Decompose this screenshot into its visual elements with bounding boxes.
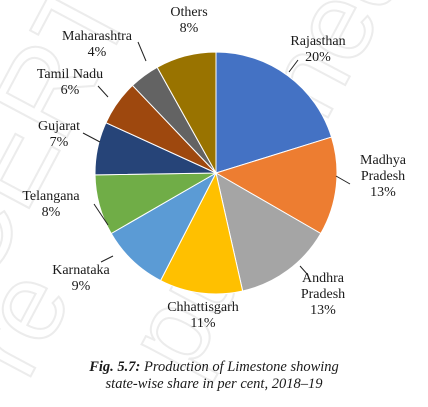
slice-name-telangana: Telangana — [22, 189, 80, 204]
slice-label-chhattisgarh: Chhattisgarh 11% — [167, 300, 239, 331]
slice-label-andhra-pradesh: Andhra Pradesh 13% — [301, 271, 345, 318]
slice-name-rajasthan: Rajasthan — [290, 34, 345, 49]
slice-label-madhya-pradesh: Madhya Pradesh 13% — [360, 153, 407, 200]
leader-line-maharashtra — [137, 41, 147, 62]
slice-name-gujarat: Gujarat — [38, 119, 80, 134]
slice-value-madhya-pradesh: 13% — [370, 185, 396, 200]
slice-name-karnataka: Karnataka — [52, 263, 110, 278]
slice-name-tamil-nadu: Tamil Nadu — [37, 67, 103, 82]
slice-label-telangana: Telangana 8% — [22, 189, 80, 220]
figure-caption: Fig. 5.7: Production of Limestone showin… — [0, 359, 428, 393]
slice-label-karnataka: Karnataka 9% — [52, 263, 110, 294]
pie-slice-chhattisgarh — [159, 171, 244, 295]
slice-value-telangana: 8% — [42, 205, 61, 220]
pie-slice-madhya-pradesh — [214, 136, 338, 235]
slice-label-maharashtra: Maharashtra 4% — [62, 29, 133, 60]
leader-line-rajasthan — [288, 59, 299, 73]
caption-line-1: Production of Limestone showing — [143, 359, 339, 375]
slice-value-gujarat: 7% — [50, 135, 69, 150]
slice-value-rajasthan: 20% — [305, 50, 331, 65]
pie-chart: Rajasthan 20%Madhya Pradesh 13%Andhra Prades… — [22, 5, 407, 331]
figure-number: Fig. 5.7: — [89, 359, 141, 375]
slice-name-madhya-pradesh: Pradesh — [361, 169, 405, 184]
slice-value-others: 8% — [180, 21, 199, 36]
pie-slice-rajasthan — [215, 51, 333, 174]
pie-slice-others — [156, 51, 217, 175]
pie-slice-andhra-pradesh — [215, 171, 322, 292]
slice-label-others: Others 8% — [170, 5, 207, 36]
leader-line-karnataka — [100, 255, 114, 263]
slice-label-gujarat: Gujarat 7% — [38, 119, 80, 150]
leader-line-gujarat — [82, 132, 101, 143]
leader-line-andhra-pradesh — [299, 265, 309, 276]
leader-line-telangana — [93, 203, 109, 226]
slice-value-karnataka: 9% — [72, 279, 91, 294]
caption-line-2: state-wise share in per cent, 2018–19 — [105, 376, 323, 392]
slice-name-maharashtra: Maharashtra — [62, 29, 133, 44]
slice-name-andhra-pradesh: Andhra — [302, 271, 345, 286]
slice-name-madhya-pradesh: Madhya — [360, 153, 407, 168]
slice-name-andhra-pradesh: Pradesh — [301, 287, 345, 302]
slice-value-tamil-nadu: 6% — [61, 83, 80, 98]
slice-label-tamil-nadu: Tamil Nadu 6% — [37, 67, 103, 98]
slice-label-rajasthan: Rajasthan 20% — [290, 34, 345, 65]
slice-name-chhattisgarh: Chhattisgarh — [167, 300, 239, 315]
leader-line-tamil-nadu — [97, 85, 109, 98]
slice-value-chhattisgarh: 11% — [190, 316, 215, 331]
slice-value-andhra-pradesh: 13% — [310, 303, 336, 318]
leader-line-madhya-pradesh — [335, 175, 351, 185]
slice-value-maharashtra: 4% — [88, 45, 107, 60]
slice-name-others: Others — [170, 5, 207, 20]
